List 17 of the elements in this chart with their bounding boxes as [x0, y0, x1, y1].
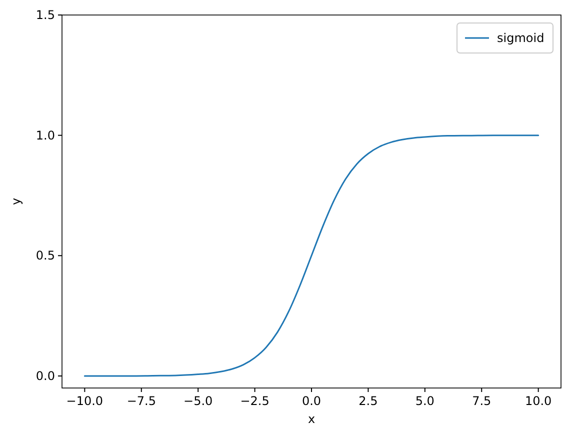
x-tick-label: −10.0: [66, 394, 104, 408]
x-axis-title: x: [308, 412, 316, 426]
y-tick-label: 1.5: [36, 8, 55, 22]
line-series: [84, 134, 540, 377]
x-tick-label: 10.0: [524, 394, 552, 408]
y-tick-label: 0.5: [36, 248, 55, 263]
x-tick-label: 7.5: [472, 394, 492, 408]
legend-label: sigmoid: [497, 31, 544, 45]
y-axis-title: y: [9, 198, 23, 206]
x-tick-label: −7.5: [126, 394, 156, 408]
x-tick-label: −5.0: [184, 394, 213, 408]
y-tick-label: 0.0: [36, 368, 55, 383]
x-tick-label: 0.0: [302, 394, 322, 408]
x-tick-label: 5.0: [415, 394, 434, 408]
x-tick-label: −2.5: [240, 394, 270, 408]
x-tick-label: 2.5: [358, 394, 378, 408]
y-tick-label: 1.0: [36, 128, 55, 142]
